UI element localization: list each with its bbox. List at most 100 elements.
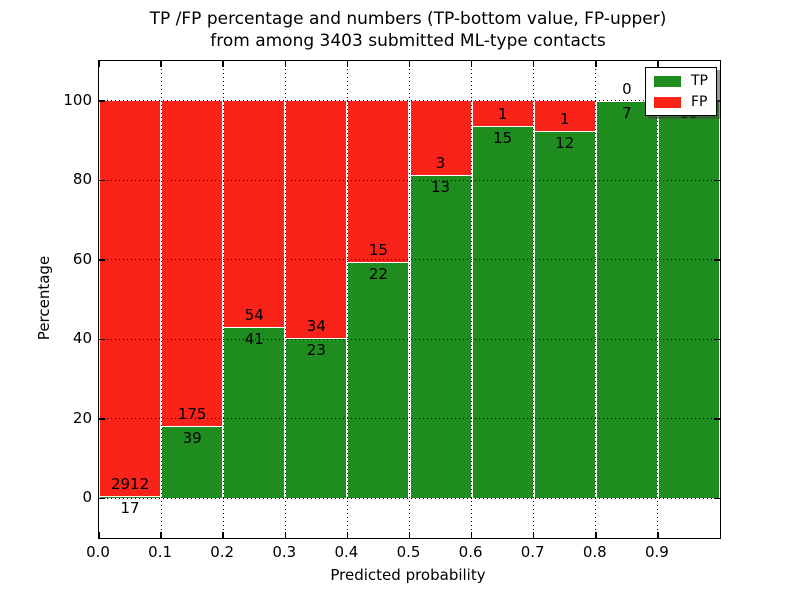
gridline-vertical: [284, 61, 286, 538]
bar-segment-tp: [657, 100, 720, 499]
gridline-vertical: [595, 61, 597, 538]
y-tick-mark: [714, 497, 720, 499]
fp-legend-swatch: [654, 96, 681, 108]
bar-segment-fp: [99, 100, 162, 496]
x-tick-mark: [284, 61, 287, 67]
y-tick-mark: [99, 100, 105, 102]
y-tick-mark: [99, 179, 105, 181]
bar-segment-tp: [347, 261, 410, 499]
fp-count-label: 3: [435, 154, 446, 173]
x-axis-label: Predicted probability: [330, 566, 486, 584]
x-tick-mark: [470, 61, 473, 67]
x-tick-mark: [657, 61, 659, 67]
y-tick-mark: [99, 259, 105, 261]
y-tick-mark: [714, 179, 720, 181]
y-tick-mark: [714, 259, 720, 261]
x-tick-label: 0.7: [520, 543, 545, 561]
bar-segment-tp: [471, 125, 534, 499]
x-tick-mark: [595, 61, 597, 67]
fp-count-label: 175: [177, 404, 207, 423]
x-tick-mark: [595, 532, 597, 538]
gridline-vertical: [160, 61, 162, 538]
x-tick-mark: [470, 532, 473, 538]
bar-segment-tp: [533, 131, 596, 499]
bar-segment-fp: [533, 100, 596, 132]
x-tick-label: 0.3: [272, 543, 297, 561]
x-tick-mark: [98, 61, 100, 67]
bar-segment-fp: [285, 100, 348, 338]
x-tick-mark: [160, 61, 162, 67]
tp-count-label: 13: [431, 178, 451, 197]
gridline-vertical: [471, 61, 473, 538]
tp-count-label: 39: [182, 428, 202, 447]
y-tick-label: 100: [63, 90, 92, 109]
x-tick-label: 0.2: [210, 543, 235, 561]
fp-legend-label: FP: [691, 94, 708, 110]
x-tick-label: 0.0: [86, 543, 110, 561]
bar-segment-fp: [471, 100, 534, 126]
x-tick-mark: [346, 61, 349, 67]
x-tick-mark: [408, 61, 411, 67]
fp-count-label: 1: [559, 110, 570, 129]
x-tick-label: 0.9: [644, 543, 669, 561]
x-tick-mark: [532, 61, 535, 67]
y-tick-mark: [99, 418, 105, 420]
legend-entry-tp: TP: [654, 74, 708, 88]
y-tick-mark: [99, 338, 105, 340]
fp-count-label: 15: [368, 240, 388, 259]
tp-count-label: 17: [120, 498, 140, 517]
plot-area: 291217175395441342315223131151120719 TP …: [98, 60, 721, 539]
y-tick-label: 80: [72, 170, 92, 189]
x-tick-mark: [160, 532, 162, 538]
tp-legend-swatch: [654, 75, 681, 87]
x-tick-mark: [346, 532, 349, 538]
bar-segment-tp: [223, 326, 286, 499]
y-tick-mark: [714, 418, 720, 420]
tp-count-label: 12: [555, 134, 575, 153]
tp-count-label: 41: [244, 329, 264, 348]
bar-segment-tp: [161, 425, 224, 499]
x-tick-mark: [284, 532, 287, 538]
fp-count-label: 54: [244, 305, 264, 324]
bar-segment-tp: [99, 495, 162, 499]
tick-layer: [98, 61, 720, 538]
gridline-vertical: [409, 61, 410, 538]
fp-count-label: 1: [497, 104, 508, 123]
y-tick-label: 0: [82, 488, 92, 507]
bar-segment-tp: [285, 337, 348, 499]
y-tick-label: 40: [72, 329, 92, 348]
fp-count-label: 34: [306, 316, 326, 335]
y-tick-label: 60: [72, 249, 92, 268]
tp-legend-label: TP: [691, 73, 708, 89]
legend: TP FP: [645, 67, 717, 116]
tp-count-label: 22: [368, 264, 388, 283]
x-tick-label: 0.8: [582, 543, 607, 561]
x-tick-label: 0.6: [458, 543, 483, 561]
bar-segment-fp: [409, 100, 472, 176]
chart-title-line1: TP /FP percentage and numbers (TP-bottom…: [149, 9, 667, 29]
bar-segment-tp: [409, 175, 472, 499]
gridline-vertical: [346, 61, 348, 538]
bar-labels-layer: 291217175395441342315223131151120719: [99, 61, 720, 538]
y-tick-mark: [714, 100, 720, 102]
bars-layer: [99, 61, 720, 538]
chart-title: TP /FP percentage and numbers (TP-bottom…: [150, 8, 667, 52]
y-tick-mark: [714, 338, 720, 340]
bar-segment-fp: [347, 100, 410, 262]
legend-entry-fp: FP: [654, 95, 708, 109]
tp-count-label: 7: [622, 103, 632, 122]
fp-count-label: 2912: [110, 474, 150, 493]
bar-segment-tp: [595, 100, 658, 499]
gridline-vertical: [533, 61, 535, 538]
grid-layer: [99, 61, 720, 538]
x-tick-mark: [657, 532, 659, 538]
x-tick-mark: [222, 61, 224, 67]
x-tick-label: 0.5: [396, 543, 421, 561]
y-tick-mark: [99, 497, 105, 499]
x-tick-label: 0.4: [334, 543, 359, 561]
x-tick-label: 0.1: [148, 543, 173, 561]
y-axis-label: Percentage: [35, 255, 53, 341]
tp-count-label: 15: [493, 128, 513, 147]
tp-count-label: 23: [306, 340, 326, 359]
